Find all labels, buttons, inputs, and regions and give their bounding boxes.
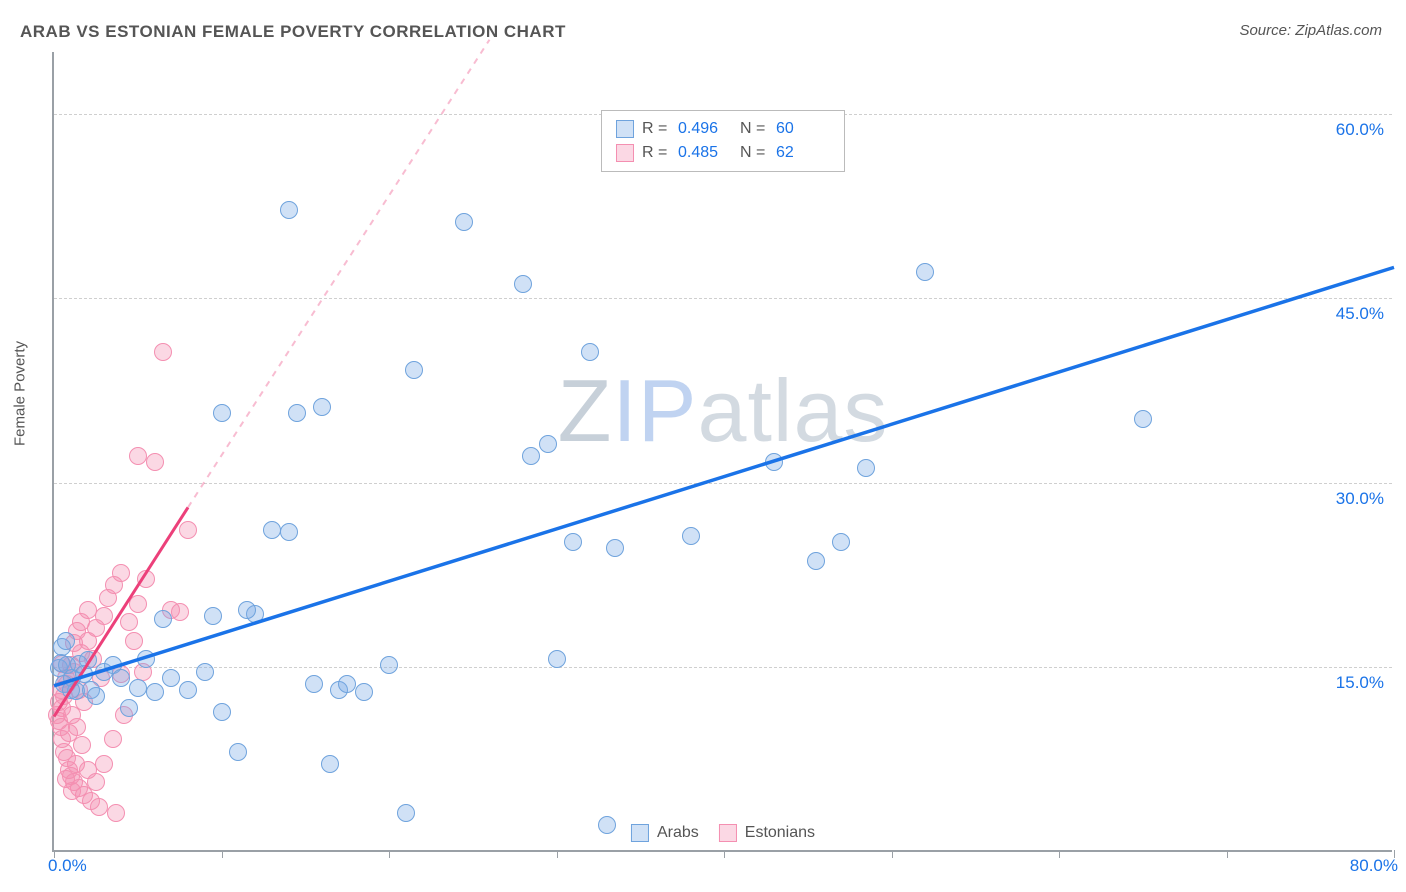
series-legend: Arabs Estonians: [631, 824, 815, 842]
x-tick: [389, 850, 390, 858]
x-tick: [222, 850, 223, 858]
x-tick: [724, 850, 725, 858]
plot-area: ZIPatlas R =0.496 N =60 R =0.485 N =62 0…: [52, 52, 1392, 852]
x-tick: [892, 850, 893, 858]
legend-item-estonians: Estonians: [719, 824, 815, 842]
correlation-legend: R =0.496 N =60 R =0.485 N =62: [601, 110, 845, 172]
swatch-arabs: [616, 120, 634, 138]
legend-item-arabs: Arabs: [631, 824, 699, 842]
legend-row-estonians: R =0.485 N =62: [616, 141, 830, 165]
x-axis-max: 80.0%: [1350, 856, 1398, 876]
x-tick: [557, 850, 558, 858]
x-tick: [1227, 850, 1228, 858]
swatch-arabs-bottom: [631, 824, 649, 842]
x-tick: [1059, 850, 1060, 858]
x-tick: [54, 850, 55, 858]
y-axis-label: Female Poverty: [12, 341, 29, 446]
swatch-estonians: [616, 144, 634, 162]
x-tick: [1394, 850, 1395, 858]
legend-row-arabs: R =0.496 N =60: [616, 117, 830, 141]
legend-label-arabs: Arabs: [657, 824, 699, 842]
x-axis-min: 0.0%: [48, 856, 87, 876]
chart-source: Source: ZipAtlas.com: [1239, 22, 1382, 39]
chart-title: ARAB VS ESTONIAN FEMALE POVERTY CORRELAT…: [20, 22, 566, 42]
swatch-estonians-bottom: [719, 824, 737, 842]
legend-label-estonians: Estonians: [745, 824, 815, 842]
